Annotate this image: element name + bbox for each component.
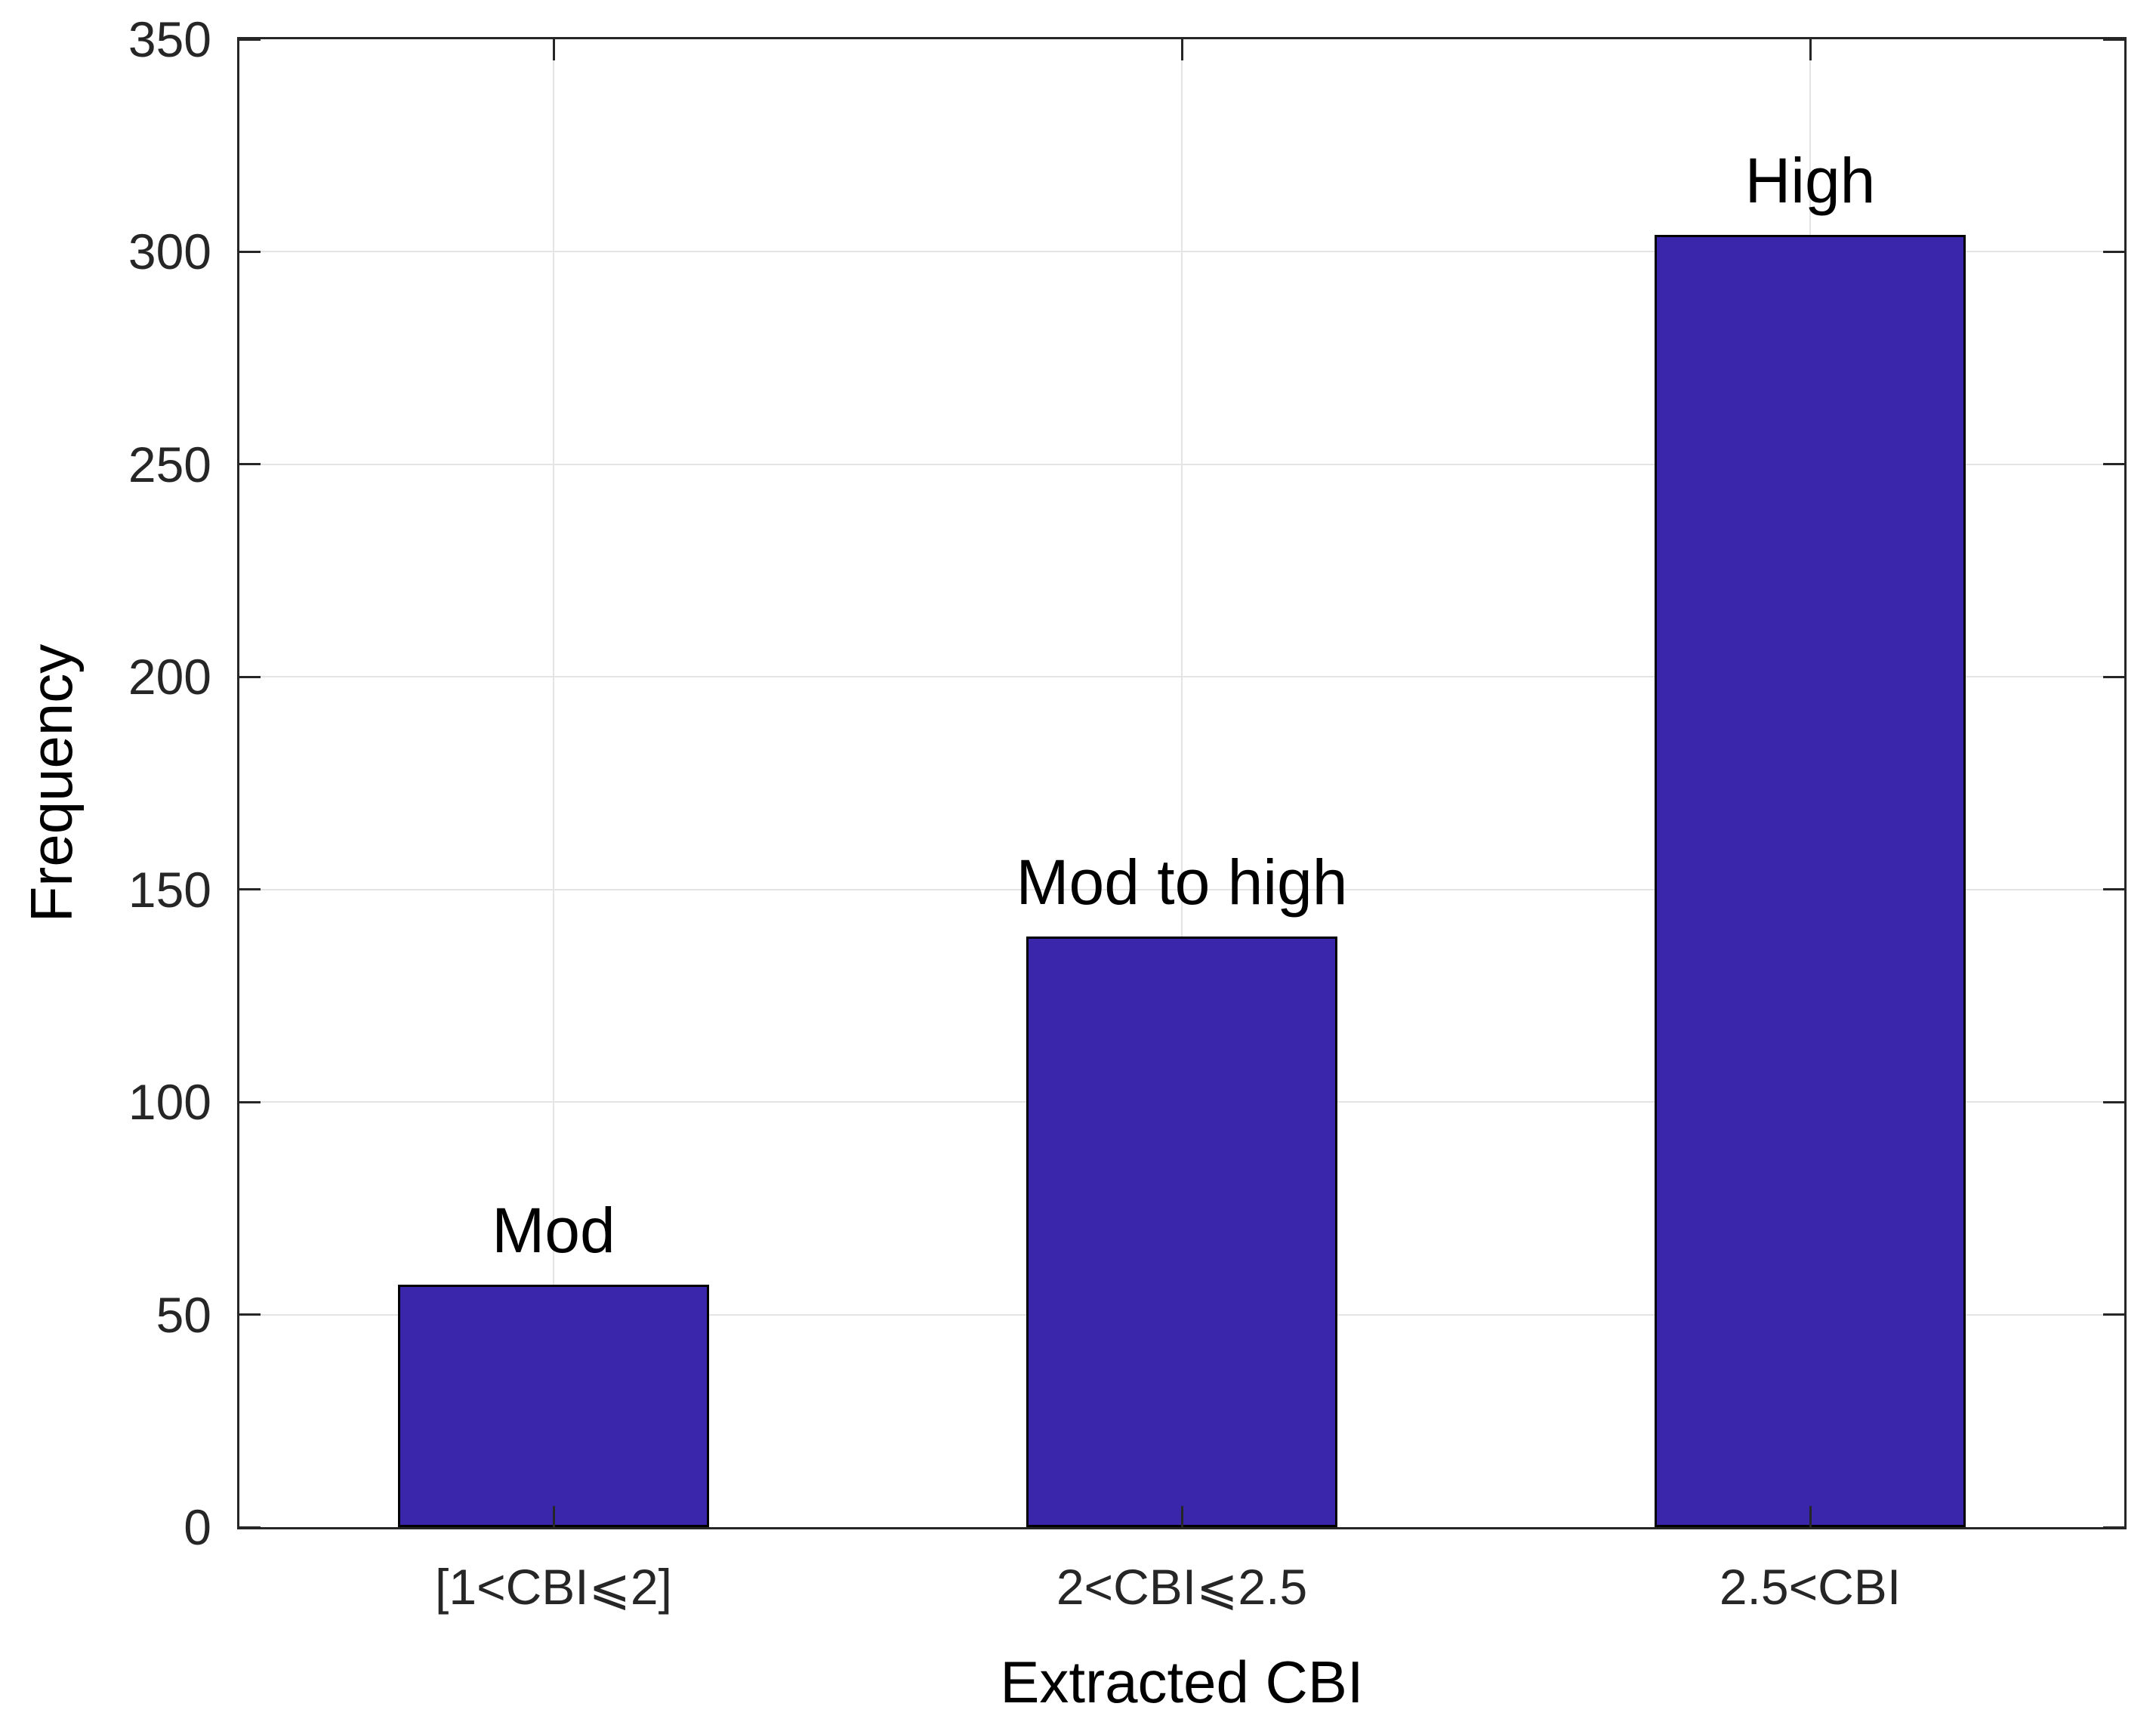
x-tick-label: 2<CBI⩽2.5 — [1056, 1559, 1308, 1615]
x-tick-mark-mirror — [552, 39, 555, 60]
y-tick-mark — [239, 888, 261, 891]
y-tick-mark-mirror — [2103, 250, 2124, 253]
bar — [1655, 234, 1966, 1527]
y-tick-mark-mirror — [2103, 1526, 2124, 1529]
y-tick-label: 200 — [128, 649, 211, 705]
plot-area — [237, 37, 2127, 1529]
bar-value-label: High — [1744, 144, 1876, 216]
x-tick-mark-mirror — [1180, 39, 1183, 60]
y-tick-label: 350 — [128, 11, 211, 67]
y-tick-mark — [239, 1100, 261, 1103]
x-tick-mark-mirror — [1809, 39, 1812, 60]
x-tick-label: [1<CBI⩽2] — [435, 1559, 672, 1615]
y-tick-label: 100 — [128, 1074, 211, 1131]
y-tick-mark-mirror — [2103, 38, 2124, 41]
y-tick-mark-mirror — [2103, 675, 2124, 678]
y-tick-label: 300 — [128, 224, 211, 280]
y-tick-mark — [239, 675, 261, 678]
y-tick-label: 150 — [128, 861, 211, 918]
y-tick-label: 0 — [184, 1499, 211, 1555]
bar-value-label: Mod to high — [1016, 846, 1348, 918]
vertical-gridline — [553, 39, 554, 1527]
y-tick-mark — [239, 1313, 261, 1316]
y-tick-mark — [239, 463, 261, 466]
x-tick-mark — [1809, 1506, 1812, 1527]
y-tick-mark-mirror — [2103, 1100, 2124, 1103]
y-tick-label: 250 — [128, 436, 211, 492]
y-tick-mark — [239, 1526, 261, 1529]
bar — [1026, 936, 1337, 1527]
x-tick-label: 2.5<CBI — [1719, 1559, 1902, 1615]
x-tick-mark — [1180, 1506, 1183, 1527]
bar-value-label: Mod — [492, 1195, 615, 1267]
x-axis-label: Extracted CBI — [1000, 1649, 1364, 1715]
y-tick-mark — [239, 38, 261, 41]
vertical-gridline — [1181, 39, 1183, 1527]
y-tick-mark-mirror — [2103, 1313, 2124, 1316]
y-tick-mark-mirror — [2103, 463, 2124, 466]
y-tick-mark-mirror — [2103, 888, 2124, 891]
y-tick-mark — [239, 250, 261, 253]
x-tick-mark — [552, 1506, 555, 1527]
y-tick-label: 50 — [156, 1286, 211, 1343]
bar — [398, 1285, 709, 1527]
